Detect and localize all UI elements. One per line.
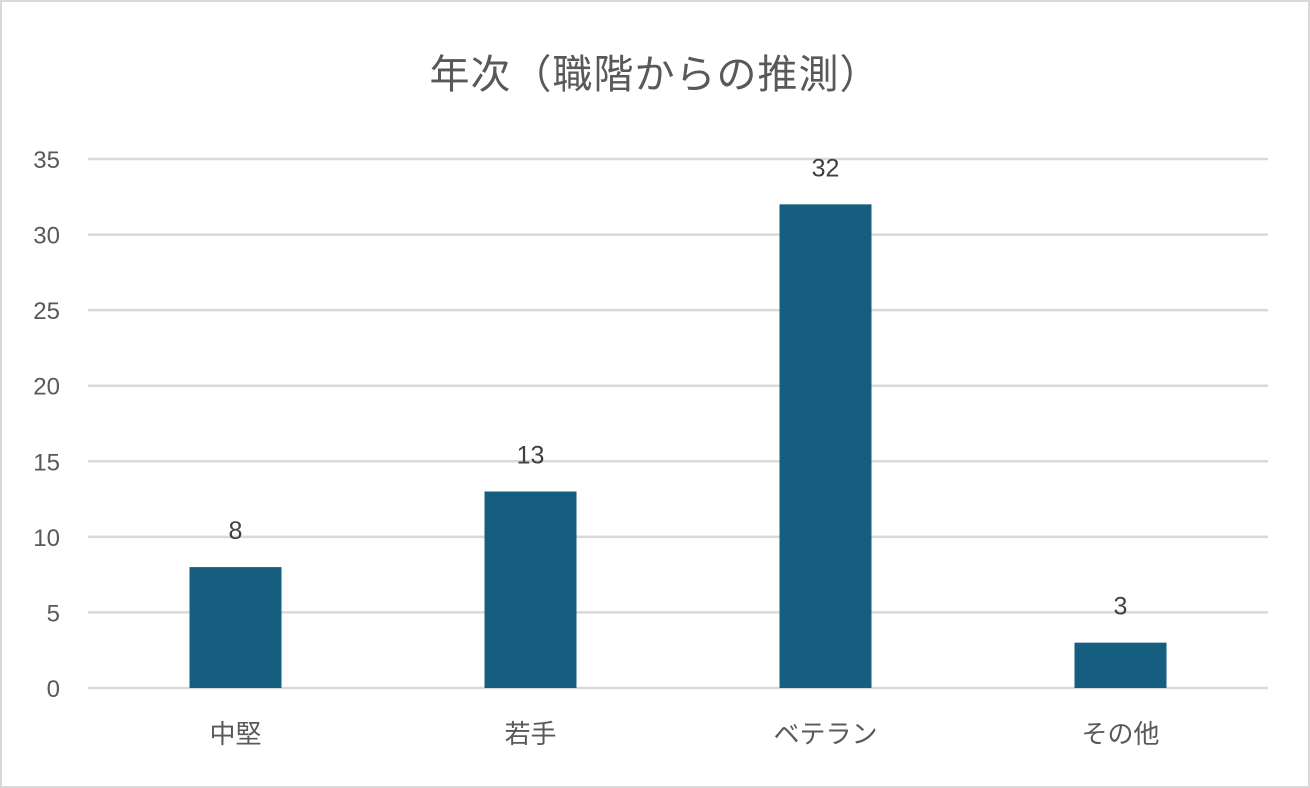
data-label: 13: [517, 442, 545, 470]
gridlines: [88, 157, 1268, 690]
x-tick-label: 中堅: [209, 720, 261, 750]
y-tick-label: 5: [47, 600, 60, 627]
data-labels: 8 13 32 3: [229, 154, 1128, 620]
x-axis-labels: 中堅 若手 ベテラン その他: [209, 720, 1159, 750]
bars: [189, 204, 1167, 689]
x-tick-label: その他: [1081, 720, 1159, 750]
chart-title: 年次（職階からの推測）: [429, 52, 881, 98]
data-label: 8: [229, 517, 243, 545]
y-tick-label: 15: [33, 449, 60, 476]
data-label: 3: [1114, 593, 1128, 621]
y-tick-label: 30: [33, 223, 60, 250]
y-tick-label: 35: [33, 147, 60, 174]
y-tick-label: 10: [33, 525, 60, 552]
x-tick-label: ベテラン: [773, 720, 877, 750]
data-label: 32: [812, 154, 840, 182]
y-tick-label: 20: [33, 374, 60, 401]
bar: [189, 567, 282, 688]
y-axis-labels: 0 5 10 15 20 25 30 35: [33, 147, 60, 703]
y-tick-label: 0: [47, 676, 60, 703]
y-tick-label: 25: [33, 298, 60, 325]
bar: [1074, 642, 1167, 688]
bar: [779, 204, 872, 689]
x-tick-label: 若手: [504, 720, 556, 750]
bar: [484, 491, 577, 688]
